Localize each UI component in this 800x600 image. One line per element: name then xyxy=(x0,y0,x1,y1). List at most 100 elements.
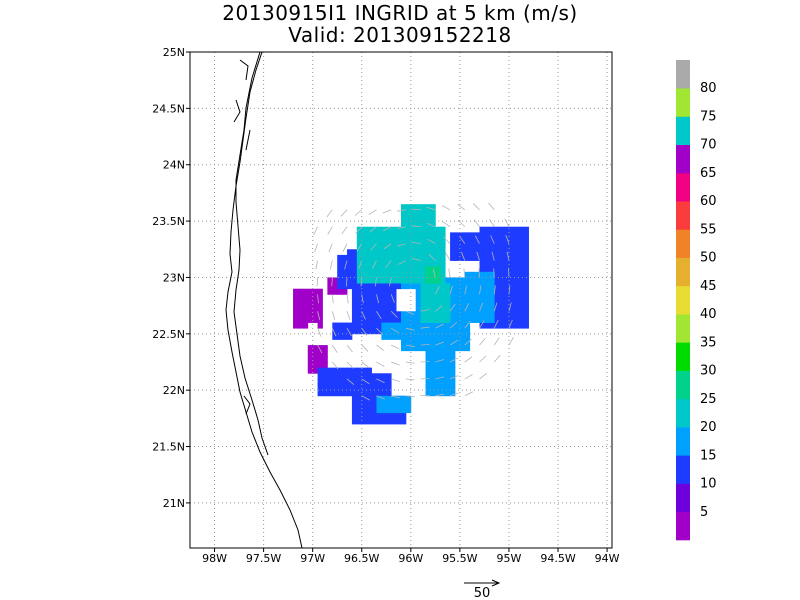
colorbar-label: 55 xyxy=(700,222,717,237)
wind-speed-cell xyxy=(396,226,402,233)
wind-vector xyxy=(491,251,495,261)
wind-vector xyxy=(493,285,496,295)
wind-speed-cell xyxy=(479,294,485,301)
wind-speed-cell xyxy=(312,316,318,323)
wind-speed-cell xyxy=(386,288,392,295)
wind-speed-cell xyxy=(420,209,426,216)
wind-speed-cell xyxy=(347,373,353,380)
wind-speed-cell xyxy=(445,356,451,363)
wind-speed-cell xyxy=(464,249,471,256)
colorbar-swatch xyxy=(676,398,690,428)
wind-speed-cell xyxy=(361,322,368,329)
wind-speed-cell xyxy=(386,401,392,408)
wind-speed-cell xyxy=(489,300,495,307)
wind-speed-cell xyxy=(405,260,412,267)
wind-speed-cell xyxy=(518,288,525,295)
wind-speed-cell xyxy=(401,266,407,273)
wind-speed-cell xyxy=(366,300,372,307)
wind-speed-cell xyxy=(523,271,529,278)
wind-speed-cell xyxy=(410,260,417,267)
wind-speed-cell xyxy=(381,373,387,380)
wind-speed-cell xyxy=(410,328,417,335)
wind-speed-cell xyxy=(450,339,456,346)
wind-speed-cell xyxy=(317,350,323,357)
wind-speed-cell xyxy=(445,333,451,340)
wind-speed-cell xyxy=(435,266,441,273)
wind-speed-cell xyxy=(297,300,304,307)
wind-speed-cell xyxy=(371,311,377,318)
wind-speed-cell xyxy=(440,271,446,278)
wind-vector xyxy=(479,373,487,380)
wind-speed-cell xyxy=(508,305,515,312)
wind-vector xyxy=(346,327,352,337)
wind-speed-cell xyxy=(391,232,397,239)
wind-speed-cell xyxy=(351,384,358,391)
wind-vector xyxy=(411,257,421,261)
wind-speed-cell xyxy=(386,373,392,380)
wind-speed-cell xyxy=(445,305,451,312)
colorbar-swatch xyxy=(676,88,690,117)
wind-vector xyxy=(405,378,415,381)
colorbar-swatch xyxy=(676,116,690,146)
wind-vector xyxy=(420,343,430,346)
wind-speed-cell xyxy=(351,407,358,414)
wind-speed-cell xyxy=(356,238,363,245)
wind-speed-cell xyxy=(489,226,495,233)
wind-speed-cell xyxy=(450,311,456,318)
wind-speed-cell xyxy=(489,277,495,284)
wind-speed-cell xyxy=(386,390,392,397)
wind-vector xyxy=(356,243,363,252)
wind-speed-cell xyxy=(376,311,382,318)
colorbar-label: 25 xyxy=(700,392,717,407)
wind-speed-cell xyxy=(523,300,529,307)
wind-speed-cell xyxy=(356,300,363,307)
wind-speed-cell xyxy=(376,407,382,414)
wind-speed-cell xyxy=(322,350,328,357)
wind-vector xyxy=(397,226,406,229)
lat-tick-label: 25N xyxy=(163,46,185,59)
wind-speed-cell xyxy=(401,322,407,329)
wind-speed-cell xyxy=(332,328,338,335)
wind-speed-cell xyxy=(499,266,505,273)
wind-speed-cell xyxy=(396,316,402,323)
wind-speed-cell xyxy=(307,305,314,312)
wind-speed-cell xyxy=(508,243,515,250)
lon-tick-label: 97.5W xyxy=(246,552,281,565)
wind-speed-cell xyxy=(508,277,515,284)
wind-speed-cell xyxy=(430,221,436,228)
wind-speed-cell xyxy=(445,322,451,329)
wind-speed-cell xyxy=(513,254,520,261)
wind-speed-cell xyxy=(386,407,392,414)
wind-speed-cell xyxy=(469,254,476,261)
wind-speed-cell xyxy=(440,390,446,397)
wind-speed-cell xyxy=(479,249,485,256)
wind-speed-cell xyxy=(381,238,387,245)
wind-speed-cell xyxy=(430,333,436,340)
lat-tick-label: 21N xyxy=(163,497,185,510)
wind-vector xyxy=(449,321,458,329)
wind-speed-cell xyxy=(459,232,466,239)
wind-speed-cell xyxy=(376,271,382,278)
wind-speed-cell xyxy=(396,232,402,239)
wind-speed-cell xyxy=(381,271,387,278)
wind-speed-cell xyxy=(440,350,446,357)
wind-vector xyxy=(331,328,337,337)
wind-speed-cell xyxy=(425,316,431,323)
wind-speed-cell xyxy=(361,226,368,233)
wind-speed-cell xyxy=(499,260,505,267)
wind-speed-cell xyxy=(381,401,387,408)
wind-speed-cell xyxy=(523,294,529,301)
wind-speed-cell xyxy=(435,367,441,374)
wind-speed-cell xyxy=(401,221,407,228)
wind-speed-cell xyxy=(415,204,422,211)
wind-vector xyxy=(448,268,451,278)
wind-speed-cell xyxy=(410,204,417,211)
wind-speed-cell xyxy=(464,283,471,290)
wind-speed-cell xyxy=(425,328,431,335)
wind-speed-cell xyxy=(415,215,422,222)
wind-speed-cell xyxy=(450,384,456,391)
wind-speed-cell xyxy=(391,328,397,335)
wind-speed-cell xyxy=(435,322,441,329)
wind-speed-cell xyxy=(425,226,431,233)
wind-speed-cell xyxy=(405,266,412,273)
